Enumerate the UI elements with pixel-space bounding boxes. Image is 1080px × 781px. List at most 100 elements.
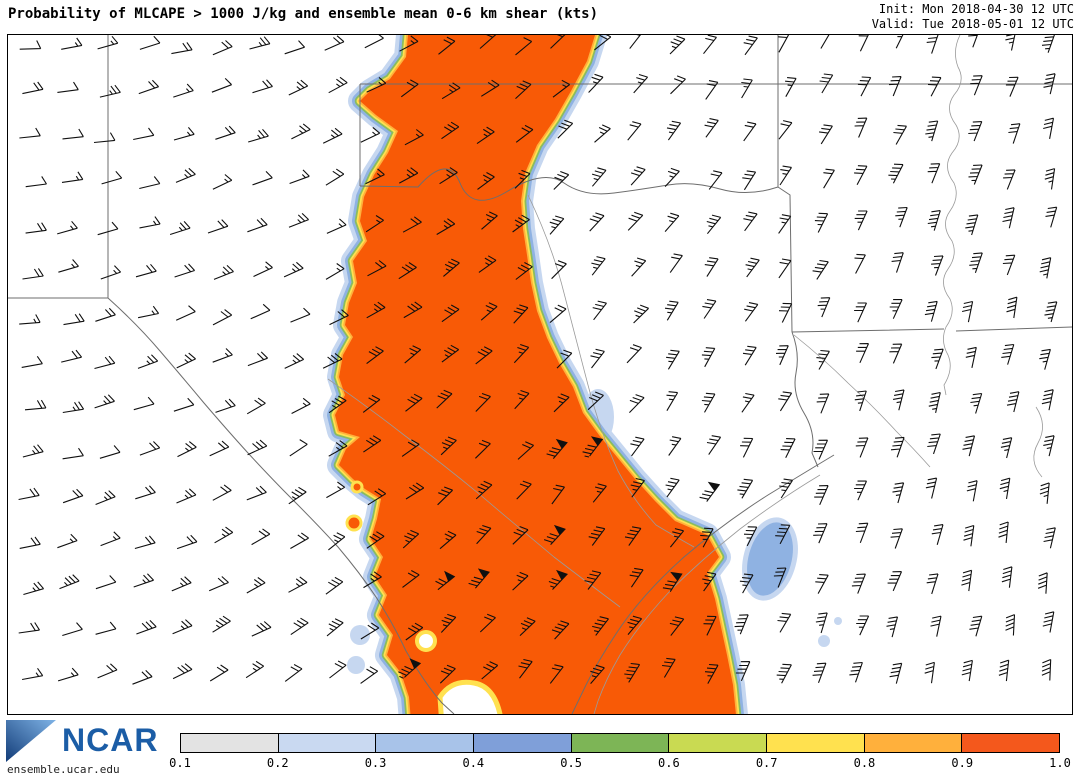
wind-barb bbox=[665, 477, 680, 498]
wind-barb bbox=[171, 42, 193, 55]
wind-barb bbox=[519, 617, 536, 636]
wind-barb bbox=[1039, 257, 1052, 279]
wind-barb bbox=[245, 660, 265, 679]
wind-barb bbox=[777, 612, 792, 633]
wind-barb bbox=[999, 477, 1011, 499]
wind-barb bbox=[550, 35, 566, 49]
wind-barb bbox=[740, 437, 754, 458]
wind-barb bbox=[169, 221, 191, 236]
wind-barb bbox=[402, 529, 420, 549]
wind-barb bbox=[212, 348, 233, 363]
wind-barb bbox=[62, 622, 83, 637]
wind-barb bbox=[252, 171, 273, 186]
wind-barb bbox=[366, 346, 384, 365]
wind-barb bbox=[741, 78, 753, 99]
wind-barb bbox=[290, 307, 311, 323]
wind-barb bbox=[588, 73, 604, 93]
wind-barb bbox=[745, 257, 760, 278]
wind-barb bbox=[556, 349, 573, 369]
wind-barb bbox=[366, 531, 385, 549]
wind-barb bbox=[1008, 123, 1021, 144]
wind-barb bbox=[888, 163, 904, 184]
wind-barb bbox=[969, 252, 983, 273]
prob-patch-blue bbox=[834, 617, 842, 625]
wind-barb bbox=[592, 616, 609, 636]
wind-barb bbox=[514, 169, 531, 189]
wind-barb bbox=[173, 397, 195, 412]
wind-barb bbox=[62, 128, 84, 140]
wind-barb bbox=[582, 436, 604, 458]
wind-barb bbox=[214, 526, 234, 544]
wind-barb bbox=[592, 300, 607, 321]
wind-barb bbox=[61, 171, 84, 183]
wind-barb bbox=[703, 615, 717, 636]
wind-barb bbox=[247, 439, 268, 456]
wind-barb bbox=[478, 255, 497, 273]
wind-barb bbox=[291, 397, 311, 414]
wind-barb bbox=[212, 174, 233, 190]
init-time-label: Init: Mon 2018-04-30 12 UTC bbox=[878, 2, 1074, 16]
wind-barb bbox=[924, 300, 938, 322]
wind-barb bbox=[931, 255, 944, 276]
wind-barb bbox=[476, 126, 495, 145]
wind-barb bbox=[440, 436, 457, 456]
wind-barb bbox=[819, 73, 834, 94]
wind-barb bbox=[249, 36, 271, 50]
wind-barb bbox=[1039, 348, 1051, 370]
wind-barb bbox=[136, 620, 157, 635]
prob-patch-blue bbox=[818, 635, 830, 647]
wind-barb bbox=[737, 478, 754, 499]
wind-barb bbox=[965, 346, 977, 369]
wind-barb bbox=[97, 35, 119, 50]
wind-barb bbox=[135, 485, 156, 500]
wind-barb bbox=[22, 667, 44, 681]
wind-barb bbox=[662, 571, 683, 593]
wind-barb bbox=[439, 530, 457, 550]
wind-barb bbox=[968, 35, 978, 48]
wind-barb bbox=[702, 299, 717, 319]
wind-barb bbox=[819, 124, 833, 145]
wind-barb bbox=[288, 576, 308, 593]
wind-barb bbox=[1006, 391, 1020, 413]
wind-barb bbox=[961, 659, 973, 682]
wind-barb bbox=[931, 348, 944, 370]
wind-barb bbox=[57, 533, 78, 549]
wind-barb bbox=[1043, 435, 1055, 457]
wind-barb bbox=[1002, 254, 1016, 276]
wind-barb bbox=[95, 621, 117, 635]
colorbar-segment bbox=[962, 734, 1060, 752]
wind-barb bbox=[215, 398, 236, 413]
wind-barb bbox=[961, 569, 973, 592]
valid-time-label: Valid: Tue 2018-05-01 12 UTC bbox=[871, 17, 1074, 31]
wind-barb bbox=[325, 576, 344, 595]
wind-barb bbox=[854, 390, 867, 412]
wind-barb bbox=[631, 257, 647, 277]
weather-map bbox=[8, 35, 1072, 714]
wind-barb bbox=[1001, 566, 1013, 588]
wind-barb bbox=[475, 392, 491, 412]
wind-barb bbox=[965, 214, 979, 236]
wind-barb bbox=[594, 124, 611, 143]
wind-barb bbox=[362, 394, 381, 413]
wind-barb bbox=[440, 613, 457, 633]
wind-barb bbox=[889, 343, 903, 364]
wind-barb bbox=[328, 532, 346, 551]
wind-barb bbox=[814, 485, 829, 506]
wind-barb bbox=[250, 303, 271, 320]
wind-barb bbox=[890, 528, 903, 549]
wind-barb bbox=[99, 84, 121, 98]
wind-barb bbox=[174, 263, 196, 278]
wind-barb bbox=[928, 391, 941, 414]
wind-barb bbox=[551, 620, 570, 640]
wind-barb bbox=[817, 297, 831, 318]
wind-barb bbox=[664, 212, 680, 232]
wind-barb bbox=[629, 394, 645, 413]
wind-barb bbox=[627, 121, 642, 141]
wind-barb bbox=[778, 120, 793, 140]
wind-barb bbox=[476, 524, 492, 545]
wind-barb bbox=[741, 392, 755, 413]
wind-barb bbox=[97, 663, 118, 679]
wind-barb bbox=[18, 622, 40, 634]
wind-barb bbox=[1003, 169, 1016, 190]
wind-barb bbox=[477, 172, 495, 190]
